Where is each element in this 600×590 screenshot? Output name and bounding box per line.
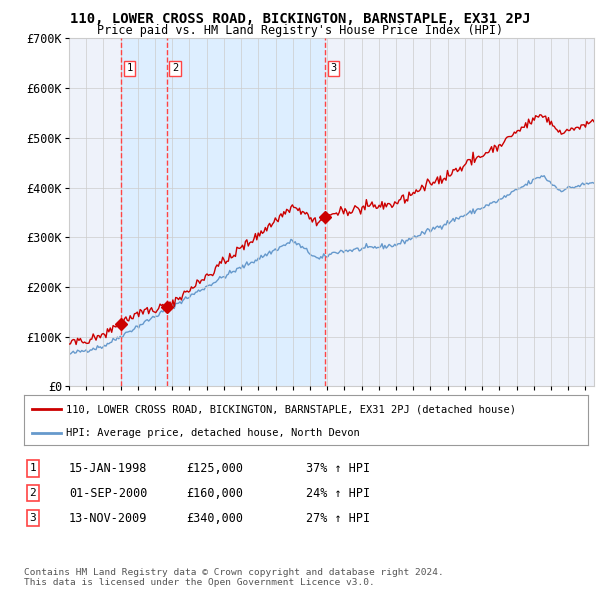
Text: 2: 2 (29, 489, 37, 498)
Bar (121, 38, 167, 386)
Text: 3: 3 (330, 63, 337, 73)
Text: £340,000: £340,000 (186, 512, 243, 525)
Text: £125,000: £125,000 (186, 462, 243, 475)
Text: 110, LOWER CROSS ROAD, BICKINGTON, BARNSTAPLE, EX31 2PJ (detached house): 110, LOWER CROSS ROAD, BICKINGTON, BARNS… (66, 404, 516, 414)
Text: 15-JAN-1998: 15-JAN-1998 (69, 462, 148, 475)
Text: Price paid vs. HM Land Registry's House Price Index (HPI): Price paid vs. HM Land Registry's House … (97, 24, 503, 37)
Bar (167, 38, 325, 386)
Text: 1: 1 (127, 63, 133, 73)
Text: 1: 1 (29, 464, 37, 473)
Text: 24% ↑ HPI: 24% ↑ HPI (306, 487, 370, 500)
Text: 110, LOWER CROSS ROAD, BICKINGTON, BARNSTAPLE, EX31 2PJ: 110, LOWER CROSS ROAD, BICKINGTON, BARNS… (70, 12, 530, 26)
Text: £160,000: £160,000 (186, 487, 243, 500)
Text: Contains HM Land Registry data © Crown copyright and database right 2024.
This d: Contains HM Land Registry data © Crown c… (24, 568, 444, 587)
Text: 37% ↑ HPI: 37% ↑ HPI (306, 462, 370, 475)
Text: HPI: Average price, detached house, North Devon: HPI: Average price, detached house, Nort… (66, 428, 360, 438)
Text: 3: 3 (29, 513, 37, 523)
Text: 2: 2 (172, 63, 178, 73)
Text: 01-SEP-2000: 01-SEP-2000 (69, 487, 148, 500)
Text: 27% ↑ HPI: 27% ↑ HPI (306, 512, 370, 525)
Text: 13-NOV-2009: 13-NOV-2009 (69, 512, 148, 525)
